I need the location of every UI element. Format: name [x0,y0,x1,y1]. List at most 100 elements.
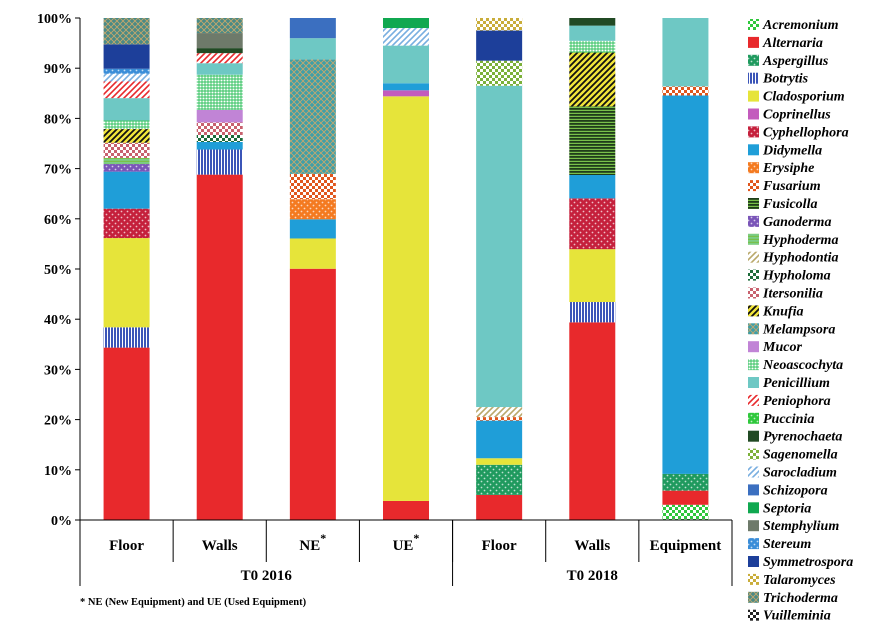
legend-label: Itersonilia [762,287,823,302]
category-label: Floor [109,538,144,554]
legend-item-didymella: Didymella [748,143,822,158]
bar-segment-penicillium [383,45,429,84]
legend-swatch [748,556,759,567]
footnote: * NE (New Equipment) and UE (Used Equipm… [80,597,307,608]
y-tick-label: 20% [44,414,72,429]
legend-item-knufia: Knufia [748,304,803,319]
legend-swatch [748,198,759,209]
legend-label: Stereum [763,537,811,552]
bar-segment-sarocladium [383,28,429,46]
legend-item-itersonilia: Itersonilia [748,287,823,302]
group-label: T0 2018 [567,568,618,584]
legend-item-penicillium: Penicillium [748,376,830,391]
legend-item-sagenomella: Sagenomella [748,448,838,463]
legend-item-puccinia: Puccinia [748,412,814,427]
legend-item-fusicolla: Fusicolla [748,197,817,212]
bar-segment-peniophora [103,81,150,99]
legend-label: Symmetrospora [763,555,853,570]
legend-swatch [748,412,759,424]
legend-swatch [748,466,759,478]
bar-segment-botrytis [569,302,616,323]
bar-segment-trichoderma [196,18,243,34]
bar-segment-penicillium [103,98,150,121]
legend-swatch [748,430,759,442]
y-tick-label: 0% [51,514,72,529]
legend-label: Puccinia [763,412,814,427]
bar-segment-itersonilia [196,122,243,135]
bar-segment-stemphylium [196,33,243,49]
bar-segment-fusicolla [569,106,616,176]
bar-segment-septoria [383,18,429,29]
y-tick-label: 10% [44,464,72,479]
bar-segment-cladosporium [569,249,616,303]
bar-segment-penicillium [476,85,523,408]
y-tick-label: 60% [44,213,72,228]
bar-segment-melampsora [289,59,336,174]
bar-segment-alternaria [569,322,616,520]
bar-segment-botrytis [103,327,150,348]
legend-swatch [748,90,759,102]
bar-segment-aspergillus [662,473,709,491]
bar-segment-hypholoma [196,134,243,142]
bar-segment-pyrenochaeta [569,18,616,26]
legend-item-melampsora: Melampsora [748,322,835,337]
legend-label: Hypholoma [762,269,831,284]
legend-label: Cladosporium [763,90,845,105]
bar-segment-itersonilia [103,142,150,158]
bar-segment-alternaria [103,347,150,520]
legend-label: Schizopora [763,483,828,498]
legend-swatch [748,502,759,514]
bar-segment-neoascochyta [103,120,150,130]
legend-label: Stemphylium [763,519,839,534]
y-axis: 0% 10% 20% 30% 40% 50% 60% 70% 80% 90% 100% [37,12,81,529]
bar-segment-trichoderma [103,18,150,45]
legend-item-botrytis: Botrytis [748,72,809,87]
bar-stack-equipment-6 [662,18,709,520]
legend-swatch [748,215,759,227]
legend-swatch [748,180,759,192]
bar-segment-pyrenochaeta [196,48,243,54]
bar-segment-erysiphe [289,199,336,220]
legend-item-trichoderma: Trichoderma [748,591,838,606]
legend-item-hypholoma: Hypholoma [748,269,831,284]
legend-item-vuilleminia: Vuilleminia [748,609,831,624]
bar-segment-didymella [569,175,616,199]
legend-label: Sarocladium [763,466,837,481]
bar-segment-alternaria [196,174,243,520]
bar-segment-botrytis [196,149,243,175]
bars-area [103,18,709,520]
y-tick-label: 40% [44,313,72,328]
bar-segment-neoascochyta [569,40,616,53]
bar-segment-cladosporium [289,238,336,269]
bar-segment-coprinellus [383,90,429,97]
legend-label: Neoascochyta [762,358,843,373]
category-label: Equipment [650,538,722,554]
legend-item-symmetrospora: Symmetrospora [748,555,853,570]
legend-label: Coprinellus [763,108,831,123]
y-tick-label: 90% [44,62,72,77]
bar-segment-fusarium [476,417,523,421]
legend-swatch [748,573,759,585]
bar-segment-alternaria [289,268,336,520]
legend-swatch [748,591,759,603]
legend-swatch [748,538,759,550]
bar-stack-ne-2 [289,18,336,520]
bar-segment-neoascochyta [196,74,243,110]
legend-swatch [748,305,759,317]
bar-segment-cladosporium [103,238,150,328]
legend-label: Sagenomella [763,448,838,463]
y-tick-label: 80% [44,112,72,127]
legend-swatch [748,126,759,138]
bar-segment-hyphodontia [476,407,523,418]
legend-item-hyphoderma: Hyphoderma [748,233,838,248]
legend-item-stereum: Stereum [748,537,811,552]
legend-label: Peniophora [763,394,831,409]
bar-segment-didymella [383,83,429,91]
category-label: Floor [482,538,517,554]
bar-segment-didymella [103,171,150,209]
bar-segment-stereum [103,68,150,74]
legend-label: Trichoderma [763,591,838,606]
legend-item-erysiphe: Erysiphe [748,161,814,176]
legend-label: Cyphellophora [763,125,849,140]
category-label: Walls [574,538,610,554]
